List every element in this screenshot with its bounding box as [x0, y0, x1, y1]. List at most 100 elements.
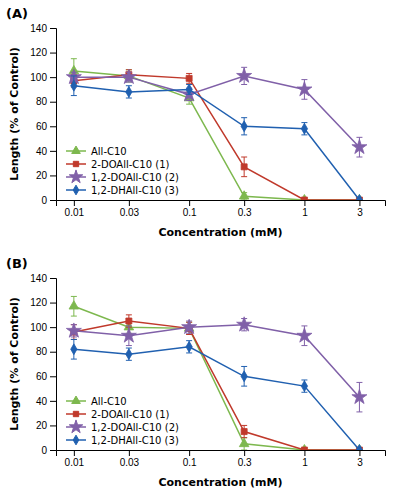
point	[297, 328, 312, 342]
tick-mark	[359, 450, 360, 456]
tick-mark	[50, 450, 56, 451]
point	[301, 447, 307, 450]
line	[74, 75, 360, 200]
error-bar-cap	[241, 386, 247, 387]
point	[71, 344, 77, 355]
error-bar	[301, 380, 307, 392]
error-bar-cap	[71, 75, 77, 76]
tick: 20	[36, 420, 56, 431]
error-bar-cap	[241, 117, 247, 118]
tick-label: 0.01	[65, 457, 85, 468]
legend-label: 1,2-DHAll-C10 (3)	[91, 185, 179, 196]
chart: 0.010.030.10.313020406080100120140Concen…	[0, 0, 401, 500]
error-bar	[186, 73, 192, 83]
point	[237, 317, 252, 331]
point	[352, 139, 367, 153]
legend-marker	[73, 435, 79, 445]
error-bar-cap	[126, 314, 132, 315]
point	[239, 438, 249, 446]
error-bar	[241, 425, 247, 437]
tick-label: 0.1	[183, 457, 197, 468]
point	[186, 84, 192, 95]
tick-label: 60	[36, 121, 48, 132]
y-axis-title: Length (% of Control)	[8, 297, 21, 431]
tick: 0.01	[65, 450, 85, 468]
tick: 1	[302, 450, 308, 468]
axis-line	[57, 201, 386, 207]
tick-mark	[50, 327, 56, 328]
legend-marker	[73, 185, 79, 195]
tick-label: 0.03	[120, 457, 140, 468]
tick-mark	[244, 450, 245, 456]
legend-marker	[72, 146, 81, 153]
line	[74, 347, 360, 450]
error-bar-cap	[241, 437, 247, 438]
legend-marker	[73, 161, 78, 166]
tick: 80	[36, 346, 56, 357]
error-bar-cap	[186, 73, 192, 74]
panel-label: (A)	[6, 6, 28, 21]
tick-label: 40	[36, 146, 48, 157]
y-axis: 020406080100120140	[30, 23, 56, 206]
legend-label: 1,2-DHAll-C10 (3)	[91, 435, 179, 446]
tick-label: 0.03	[120, 207, 140, 218]
error-bar-cap	[71, 339, 77, 340]
series	[71, 70, 363, 200]
error-bar-cap	[71, 359, 77, 360]
legend-marker	[72, 396, 81, 403]
tick-label: 0	[41, 195, 47, 206]
legend-item: 2-DOAll-C10 (1)	[66, 159, 170, 170]
error-bar-cap	[71, 316, 77, 317]
error-bar-cap	[71, 58, 77, 59]
point	[356, 195, 362, 200]
series	[66, 317, 367, 412]
error-bar	[186, 85, 192, 95]
tick-label: 60	[36, 371, 48, 382]
error-bar-cap	[241, 84, 247, 85]
point	[241, 121, 247, 132]
error-bar-cap	[71, 339, 77, 340]
axis-line	[57, 451, 386, 457]
legend: All-C102-DOAll-C10 (1)1,2-DOAll-C10 (2)1…	[66, 146, 179, 196]
tick: 0	[41, 195, 56, 206]
panel-label: (B)	[6, 256, 28, 271]
error-bar-cap	[356, 411, 362, 412]
x-axis-title: Concentration (mM)	[158, 226, 282, 239]
tick-mark	[50, 151, 56, 152]
tick-label: 20	[36, 420, 48, 431]
tick-mark	[50, 200, 56, 201]
line	[74, 86, 360, 200]
error-bar-cap	[186, 334, 192, 335]
y-axis: 020406080100120140	[30, 273, 56, 456]
legend-label: 1,2-DOAll-C10 (2)	[91, 422, 179, 433]
tick: 40	[36, 146, 56, 157]
legend-item: 1,2-DHAll-C10 (3)	[66, 435, 179, 446]
tick-label: 3	[357, 207, 363, 218]
legend-item: 1,2-DOAll-C10 (2)	[66, 420, 179, 433]
error-bar-cap	[301, 345, 307, 346]
plot-area	[66, 59, 367, 200]
point	[241, 371, 247, 382]
legend-marker	[73, 411, 78, 416]
legend-item: 2-DOAll-C10 (1)	[66, 409, 170, 420]
tick: 120	[30, 297, 56, 308]
tick-label: 40	[36, 396, 48, 407]
error-bar-cap	[126, 325, 132, 326]
tick-mark	[304, 450, 305, 456]
error-bar-cap	[241, 157, 247, 158]
tick: 60	[36, 121, 56, 132]
tick-label: 20	[36, 170, 48, 181]
tick-mark	[359, 200, 360, 206]
error-bar	[186, 341, 192, 353]
tick: 100	[30, 322, 56, 333]
tick-mark	[50, 102, 56, 103]
tick-mark	[50, 126, 56, 127]
tick-label: 80	[36, 346, 48, 357]
error-bar-cap	[241, 176, 247, 177]
point	[126, 349, 132, 360]
point	[71, 80, 77, 91]
point	[241, 429, 247, 435]
series	[71, 339, 363, 450]
point	[186, 341, 192, 352]
legend-label: All-C10	[91, 396, 127, 407]
